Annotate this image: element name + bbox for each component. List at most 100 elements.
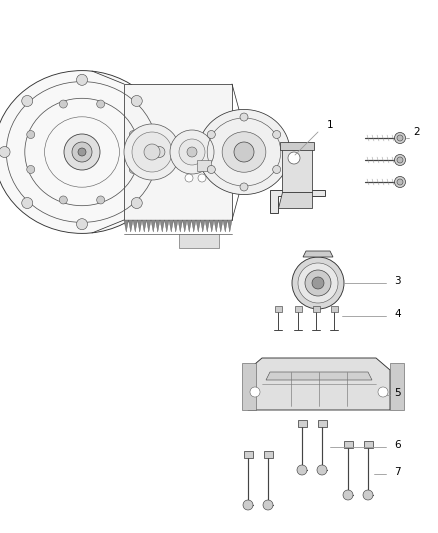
Circle shape xyxy=(273,165,281,173)
Polygon shape xyxy=(303,251,333,257)
Circle shape xyxy=(198,174,206,182)
Bar xyxy=(331,306,338,312)
Circle shape xyxy=(170,130,214,174)
Circle shape xyxy=(243,500,253,510)
Circle shape xyxy=(22,198,33,208)
Polygon shape xyxy=(124,220,128,232)
Circle shape xyxy=(187,147,197,157)
Circle shape xyxy=(129,131,137,139)
Circle shape xyxy=(64,134,100,170)
Polygon shape xyxy=(187,220,191,232)
Circle shape xyxy=(132,132,172,172)
Circle shape xyxy=(273,131,281,139)
Circle shape xyxy=(77,219,88,230)
Text: 3: 3 xyxy=(394,276,401,286)
Circle shape xyxy=(185,174,193,182)
Circle shape xyxy=(59,100,67,108)
Bar xyxy=(390,363,404,410)
Polygon shape xyxy=(173,220,178,232)
Polygon shape xyxy=(278,192,312,208)
Circle shape xyxy=(378,387,388,397)
Circle shape xyxy=(343,490,353,500)
Polygon shape xyxy=(178,220,183,232)
Text: 2: 2 xyxy=(413,127,420,137)
Circle shape xyxy=(312,277,324,289)
Polygon shape xyxy=(151,220,155,232)
Circle shape xyxy=(124,124,180,180)
Polygon shape xyxy=(183,220,187,232)
Bar xyxy=(312,306,319,312)
Circle shape xyxy=(97,196,105,204)
Circle shape xyxy=(263,500,273,510)
Circle shape xyxy=(131,198,142,208)
Circle shape xyxy=(59,196,67,204)
Polygon shape xyxy=(205,220,209,232)
Circle shape xyxy=(144,144,160,160)
Bar xyxy=(275,306,282,312)
Circle shape xyxy=(395,176,406,188)
Circle shape xyxy=(397,135,403,141)
Circle shape xyxy=(22,95,33,107)
Polygon shape xyxy=(169,220,173,232)
Ellipse shape xyxy=(198,109,290,195)
Circle shape xyxy=(78,148,86,156)
Polygon shape xyxy=(191,220,196,232)
Bar xyxy=(244,451,252,458)
Circle shape xyxy=(317,465,327,475)
Polygon shape xyxy=(209,220,214,232)
Polygon shape xyxy=(248,358,390,410)
Circle shape xyxy=(395,133,406,143)
Text: 4: 4 xyxy=(394,309,401,319)
Text: 7: 7 xyxy=(394,467,401,477)
Polygon shape xyxy=(282,148,312,192)
Circle shape xyxy=(397,179,403,185)
Polygon shape xyxy=(128,220,133,232)
Bar xyxy=(242,363,256,410)
Polygon shape xyxy=(270,190,325,213)
Circle shape xyxy=(292,257,344,309)
Circle shape xyxy=(207,165,215,173)
Circle shape xyxy=(240,113,248,121)
Polygon shape xyxy=(201,220,205,232)
Ellipse shape xyxy=(222,132,266,172)
Ellipse shape xyxy=(0,70,170,233)
Circle shape xyxy=(305,270,331,296)
Circle shape xyxy=(97,100,105,108)
Bar xyxy=(364,441,372,448)
Polygon shape xyxy=(223,220,227,232)
Circle shape xyxy=(297,465,307,475)
Bar xyxy=(294,306,301,312)
Bar xyxy=(343,441,353,448)
Circle shape xyxy=(77,74,88,85)
Circle shape xyxy=(288,152,300,164)
Polygon shape xyxy=(138,220,142,232)
Circle shape xyxy=(27,165,35,173)
Polygon shape xyxy=(133,220,138,232)
Text: 6: 6 xyxy=(394,440,401,450)
Circle shape xyxy=(0,147,10,157)
Circle shape xyxy=(240,183,248,191)
Bar xyxy=(280,142,314,150)
Circle shape xyxy=(27,131,35,139)
Circle shape xyxy=(179,139,205,165)
Bar xyxy=(264,451,272,458)
Circle shape xyxy=(397,157,403,163)
Circle shape xyxy=(395,155,406,166)
Circle shape xyxy=(363,490,373,500)
Polygon shape xyxy=(142,220,146,232)
Polygon shape xyxy=(214,220,219,232)
Text: 1: 1 xyxy=(327,120,334,130)
Polygon shape xyxy=(160,220,165,232)
Bar xyxy=(179,234,219,248)
Text: 5: 5 xyxy=(394,388,401,398)
Bar xyxy=(124,84,232,220)
Polygon shape xyxy=(266,372,372,380)
Circle shape xyxy=(131,95,142,107)
Circle shape xyxy=(207,131,215,139)
Circle shape xyxy=(234,142,254,162)
Circle shape xyxy=(129,165,137,173)
Polygon shape xyxy=(155,220,160,232)
Polygon shape xyxy=(227,220,232,232)
Circle shape xyxy=(72,142,92,162)
Polygon shape xyxy=(165,220,169,232)
